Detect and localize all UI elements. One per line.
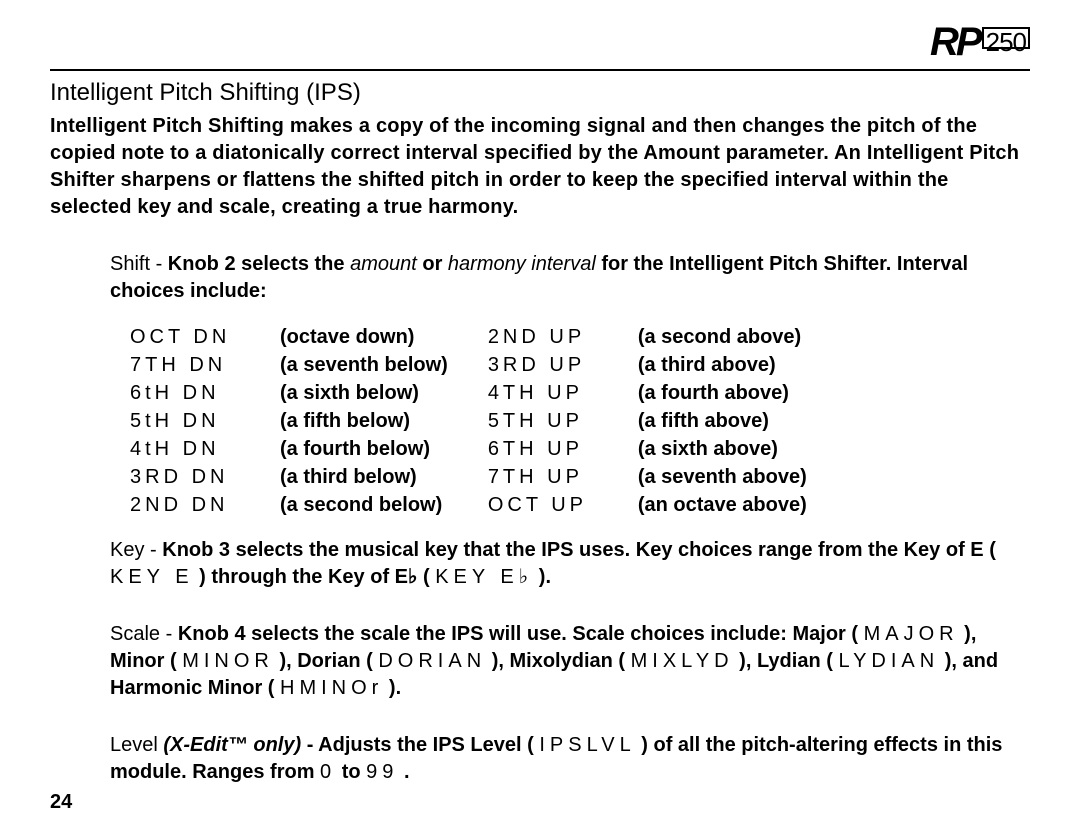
- level-code: IPSLVL: [539, 734, 635, 756]
- interval-desc: (a fourth above): [638, 379, 789, 407]
- header-rule: [50, 69, 1030, 71]
- key-code: KEY E: [110, 566, 194, 588]
- interval-desc: (a seventh above): [638, 463, 807, 491]
- scale-text: ).: [389, 677, 401, 699]
- level-section: Level (X-Edit™ only) - Adjusts the IPS L…: [50, 732, 1030, 786]
- interval-item: OCT UP(an octave above): [488, 491, 807, 519]
- scale-code: MIXLYD: [631, 650, 734, 672]
- interval-desc: (an octave above): [638, 491, 807, 519]
- level-text: .: [404, 761, 410, 783]
- interval-desc: (a sixth above): [638, 435, 778, 463]
- interval-item: 6tH DN(a sixth below): [130, 379, 448, 407]
- interval-code: OCT DN: [130, 323, 280, 351]
- interval-code: 5TH UP: [488, 407, 638, 435]
- interval-code: OCT UP: [488, 491, 638, 519]
- shift-section: Shift - Knob 2 selects the amount or har…: [50, 251, 1030, 519]
- key-text: Knob 3 selects the musical key that the …: [162, 539, 996, 561]
- interval-desc: (a fifth below): [280, 407, 410, 435]
- interval-item: OCT DN(octave down): [130, 323, 448, 351]
- interval-item: 2ND DN(a second below): [130, 491, 448, 519]
- interval-desc: (octave down): [280, 323, 414, 351]
- shift-knob: Knob 2 selects the: [168, 253, 350, 275]
- interval-desc: (a fourth below): [280, 435, 430, 463]
- level-max: 99: [366, 761, 398, 783]
- level-to: to: [342, 761, 366, 783]
- interval-code: 5tH DN: [130, 407, 280, 435]
- interval-desc: (a second below): [280, 491, 442, 519]
- interval-code: 6TH UP: [488, 435, 638, 463]
- interval-col-left: OCT DN(octave down) 7TH DN(a seventh bel…: [130, 323, 448, 519]
- interval-code: 4tH DN: [130, 435, 280, 463]
- brand-logo: RP 250: [930, 20, 1030, 65]
- scale-label: Scale -: [110, 623, 178, 645]
- interval-code: 4TH UP: [488, 379, 638, 407]
- intro-paragraph: Intelligent Pitch Shifting makes a copy …: [50, 113, 1030, 221]
- level-label: Level: [110, 734, 163, 756]
- shift-label: Shift -: [110, 253, 168, 275]
- level-xedit: (X-Edit™ only): [163, 734, 301, 756]
- scale-code: MINOR: [182, 650, 274, 672]
- key-code: KEY E♭: [435, 566, 533, 588]
- scale-code: HMINOr: [280, 677, 383, 699]
- key-text: ) through the Key of E♭ (: [199, 566, 430, 588]
- interval-code: 2ND DN: [130, 491, 280, 519]
- logo-model: 250: [982, 27, 1030, 49]
- interval-item: 7TH UP(a seventh above): [488, 463, 807, 491]
- interval-code: 2ND UP: [488, 323, 638, 351]
- interval-col-right: 2ND UP(a second above) 3RD UP(a third ab…: [488, 323, 807, 519]
- interval-item: 5tH DN(a fifth below): [130, 407, 448, 435]
- shift-amount: amount: [350, 253, 417, 275]
- scale-code: DORIAN: [378, 650, 486, 672]
- scale-section: Scale - Knob 4 selects the scale the IPS…: [50, 621, 1030, 702]
- interval-code: 7TH UP: [488, 463, 638, 491]
- page-number: 24: [50, 791, 72, 814]
- shift-or: or: [422, 253, 448, 275]
- interval-item: 3RD UP(a third above): [488, 351, 807, 379]
- scale-text: Knob 4 selects the scale the IPS will us…: [178, 623, 858, 645]
- page-title: Intelligent Pitch Shifting (IPS): [50, 79, 1030, 107]
- interval-item: 4tH DN(a fourth below): [130, 435, 448, 463]
- level-text: - Adjusts the IPS Level (: [307, 734, 534, 756]
- interval-columns: OCT DN(octave down) 7TH DN(a seventh bel…: [110, 323, 1030, 519]
- scale-code: MAJOR: [864, 623, 959, 645]
- interval-desc: (a third above): [638, 351, 776, 379]
- key-text: ).: [539, 566, 551, 588]
- key-label: Key -: [110, 539, 162, 561]
- interval-item: 4TH UP(a fourth above): [488, 379, 807, 407]
- scale-text: ), Mixolydian (: [492, 650, 625, 672]
- interval-code: 3RD DN: [130, 463, 280, 491]
- scale-text: ), Lydian (: [739, 650, 833, 672]
- scale-code: LYDIAN: [838, 650, 939, 672]
- interval-desc: (a seventh below): [280, 351, 448, 379]
- interval-desc: (a fifth above): [638, 407, 769, 435]
- key-section: Key - Knob 3 selects the musical key tha…: [50, 537, 1030, 591]
- interval-item: 3RD DN(a third below): [130, 463, 448, 491]
- interval-desc: (a third below): [280, 463, 417, 491]
- interval-code: 6tH DN: [130, 379, 280, 407]
- interval-code: 3RD UP: [488, 351, 638, 379]
- interval-item: 2ND UP(a second above): [488, 323, 807, 351]
- scale-text: ), Dorian (: [279, 650, 372, 672]
- interval-item: 7TH DN(a seventh below): [130, 351, 448, 379]
- interval-code: 7TH DN: [130, 351, 280, 379]
- level-min: 0: [320, 761, 336, 783]
- interval-desc: (a sixth below): [280, 379, 419, 407]
- interval-item: 5TH UP(a fifth above): [488, 407, 807, 435]
- interval-item: 6TH UP(a sixth above): [488, 435, 807, 463]
- shift-harmony: harmony interval: [448, 253, 596, 275]
- logo-brand: RP: [930, 20, 980, 65]
- interval-desc: (a second above): [638, 323, 801, 351]
